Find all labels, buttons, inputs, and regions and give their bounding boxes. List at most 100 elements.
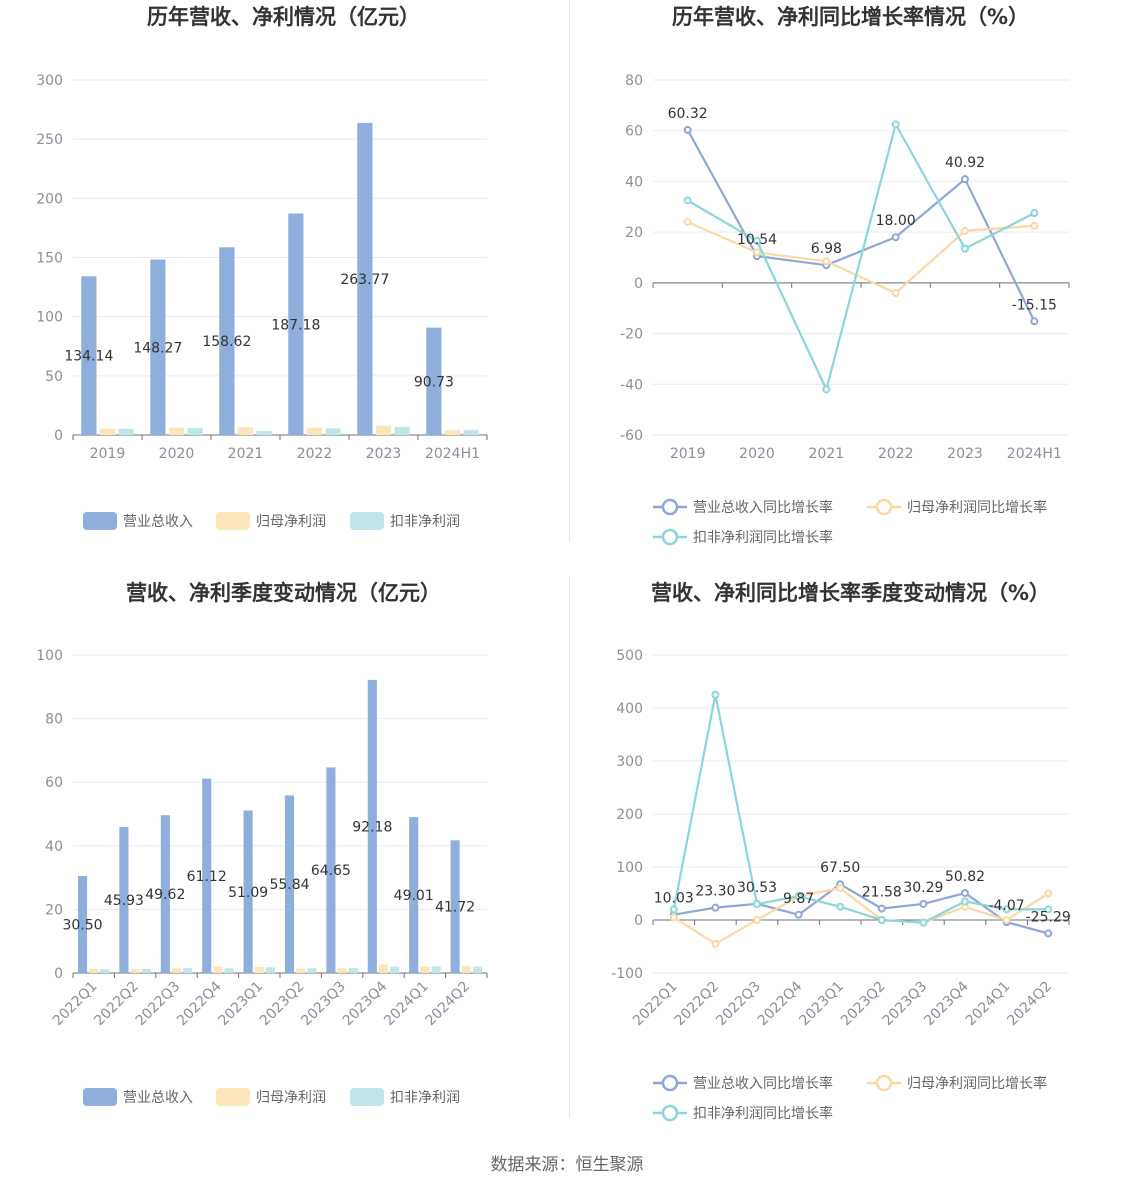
point-2024q2-series-2	[1044, 905, 1053, 914]
x-tick-label: 2024Q1	[963, 979, 1014, 1030]
y-tick-label: 300	[616, 754, 643, 770]
x-tick-label: 2020	[739, 446, 775, 462]
data-label: 9.87	[783, 891, 814, 907]
source-label: 数据来源：恒生聚源	[490, 1155, 644, 1175]
point-2023q3-series-0	[919, 899, 928, 908]
annual-revenue-profit-svg: 历年营收、净利情况（亿元） 0 50 100 150 200 250 300 2019 2020 2…	[36, 5, 488, 530]
x-tick-label: 2022	[878, 446, 914, 462]
data-label: 60.32	[668, 106, 708, 122]
data-label: 45.93	[104, 893, 144, 909]
legend-swatch-marker	[661, 1074, 679, 1092]
chart-title: 历年营收、净利情况（亿元）	[147, 5, 420, 29]
bar-2023q2-series-2	[307, 968, 317, 973]
bar-2023q2-series-0	[284, 795, 295, 973]
x-tick-label: 2021	[809, 446, 845, 462]
x-tick-label: 2022Q1	[630, 979, 681, 1030]
chart-title: 历年营收、净利同比增长率情况（%）	[672, 5, 1029, 29]
data-label: 41.72	[435, 900, 475, 916]
point-2019-series-2	[683, 196, 692, 205]
bar-2023-series-1	[375, 425, 392, 435]
bar-2021-series-2	[256, 430, 272, 435]
point-2024h1-series-1	[1030, 221, 1039, 230]
point-2024h1-series-0	[1030, 317, 1039, 326]
chart-title: 营收、净利同比增长率季度变动情况（%）	[651, 581, 1050, 605]
data-label: 90.73	[414, 374, 454, 390]
data-label: 30.53	[737, 880, 777, 896]
y-tick-label: -60	[620, 428, 643, 444]
legend-label: 归母净利润	[256, 1089, 326, 1106]
point-2022q1-series-1	[669, 913, 678, 922]
data-label: 18.00	[876, 213, 916, 229]
bar-2023q4-series-2	[390, 966, 400, 973]
x-tick-label: 2024H1	[1007, 446, 1062, 462]
legend-swatch-marker	[875, 498, 893, 516]
point-2022q2-series-0	[711, 903, 720, 912]
series-line-1	[673, 887, 1049, 946]
data-label: 30.29	[903, 880, 943, 896]
bar-2024q2-series-2	[472, 966, 483, 973]
quarterly-revenue-profit-svg: 营收、净利季度变动情况（亿元）0204060801002022Q12022Q22…	[36, 581, 488, 1106]
bar-2022q3-series-1	[171, 968, 182, 973]
bar-2019-series-1	[99, 428, 116, 435]
data-label: 61.12	[187, 869, 227, 885]
data-label: 158.62	[202, 334, 251, 350]
bar-2020-series-1	[168, 427, 185, 435]
bar-2022q2-series-2	[141, 968, 151, 973]
y-tick-label: -20	[620, 327, 643, 343]
y-tick-label: 100	[36, 310, 63, 326]
data-label: 40.92	[945, 155, 985, 171]
data-label: 30.50	[62, 918, 102, 934]
legend-label: 营业总收入同比增长率	[693, 1075, 833, 1092]
legend-label: 归母净利润	[256, 513, 326, 530]
legend-label: 营业总收入同比增长率	[693, 499, 833, 516]
bar-2023q3-series-0	[326, 767, 336, 973]
bar-2022q3-series-0	[160, 815, 170, 973]
point-2023q4-series-0	[961, 889, 969, 898]
series-line-2	[687, 121, 1035, 393]
y-tick-label: 100	[616, 860, 643, 876]
annual-growth-rate-svg: 历年营收、净利同比增长率情况（%） -60 -40 -20 0 20 40 60 80 2019 2…	[620, 5, 1070, 546]
bar-2019-series-0	[81, 276, 97, 435]
y-tick-label: 0	[54, 428, 63, 444]
x-tick-label: 2024H1	[425, 446, 480, 462]
bar-2023q2-series-1	[296, 968, 306, 973]
x-tick-label: 2021	[228, 446, 264, 462]
data-label: 134.14	[64, 349, 113, 365]
x-tick-label: 2023Q1	[796, 979, 847, 1030]
point-2022q1-series-2	[669, 905, 678, 914]
bar-2022-series-2	[325, 428, 341, 435]
bar-2023q4-series-1	[378, 964, 389, 973]
y-tick-label: 100	[36, 648, 63, 664]
bar-2022q2-series-0	[119, 826, 129, 973]
bar-2023q1-series-1	[254, 966, 264, 973]
data-label: 10.54	[737, 232, 777, 248]
x-tick-label: 2022Q2	[91, 979, 142, 1030]
bar-2020-series-0	[150, 259, 166, 435]
point-2023q1-series-1	[836, 884, 845, 893]
bar-2023q1-series-2	[265, 967, 276, 973]
x-tick-label: 2023Q4	[340, 978, 391, 1029]
point-2023q1-series-2	[836, 902, 845, 911]
legend-swatch	[216, 512, 250, 530]
x-tick-label: 2022Q4	[174, 978, 225, 1029]
legend-swatch-marker	[875, 1074, 893, 1092]
x-tick-label: 2024Q2	[1004, 979, 1055, 1030]
legend-swatch-marker	[661, 528, 679, 546]
y-tick-label: 80	[45, 712, 63, 728]
point-2024q1-series-1	[1002, 916, 1011, 924]
y-tick-label: 20	[45, 902, 63, 918]
data-label: 92.18	[352, 819, 392, 835]
bar-2022q4-series-1	[213, 966, 223, 973]
point-2022-series-1	[891, 289, 900, 297]
x-tick-label: 2023	[947, 446, 983, 462]
data-label: 21.58	[862, 885, 902, 901]
data-label: 6.98	[811, 241, 842, 257]
data-label: 64.65	[311, 863, 351, 879]
y-tick-label: 200	[616, 807, 643, 823]
y-tick-label: -40	[620, 377, 643, 393]
x-tick-label: 2023Q4	[921, 978, 972, 1029]
legend-swatch	[216, 1088, 250, 1106]
legend-swatch	[350, 1088, 384, 1106]
y-tick-label: 0	[634, 913, 643, 929]
bar-2022q4-series-0	[202, 778, 212, 973]
